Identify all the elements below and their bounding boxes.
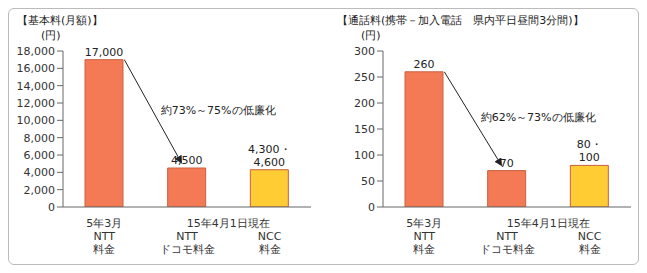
html-text:(円): (円): [41, 29, 61, 42]
svg-text:0: 0: [368, 201, 375, 214]
svg-text:4,600: 4,600: [254, 156, 286, 169]
svg-text:100: 100: [579, 151, 600, 164]
svg-text:8,000: 8,000: [24, 132, 56, 145]
svg-text:料金: 料金: [93, 243, 115, 256]
svg-text:14,000: 14,000: [17, 80, 56, 93]
svg-text:50: 50: [361, 175, 375, 188]
svg-text:250: 250: [354, 71, 375, 84]
svg-text:料金: 料金: [579, 243, 601, 256]
html-text:約73%～75%の低廉化: 約73%～75%の低廉化: [160, 103, 276, 117]
svg-text:ドコモ料金: ドコモ料金: [160, 243, 215, 256]
svg-text:4,500: 4,500: [171, 154, 203, 167]
svg-text:5年3月: 5年3月: [406, 217, 442, 230]
svg-text:100: 100: [354, 149, 375, 162]
svg-text:NTT: NTT: [414, 230, 436, 243]
svg-text:5年3月: 5年3月: [86, 217, 122, 230]
svg-text:NTT: NTT: [176, 230, 198, 243]
html-text:【通話料(携帯－加入電話 県内平日昼間3分間)】: 【通話料(携帯－加入電話 県内平日昼間3分間)】: [337, 14, 584, 27]
html-text:【基本料(月額)】: 【基本料(月額)】: [17, 14, 103, 27]
svg-text:18,000: 18,000: [17, 45, 56, 58]
svg-text:NCC: NCC: [258, 230, 282, 243]
html-text:(円): (円): [361, 29, 381, 42]
svg-text:16,000: 16,000: [17, 62, 56, 75]
svg-text:NTT: NTT: [496, 230, 518, 243]
svg-text:12,000: 12,000: [17, 97, 56, 110]
html-text:約62%～73%の低廉化: 約62%～73%の低廉化: [480, 111, 596, 125]
svg-text:15年4月1日現在: 15年4月1日現在: [187, 217, 270, 230]
svg-text:6,000: 6,000: [24, 149, 56, 162]
svg-text:NTT: NTT: [94, 230, 116, 243]
svg-text:0: 0: [48, 201, 55, 214]
svg-text:4,300・: 4,300・: [248, 143, 291, 156]
svg-text:200: 200: [354, 97, 375, 110]
svg-text:4,000: 4,000: [24, 166, 56, 179]
svg-text:260: 260: [414, 58, 435, 71]
svg-text:ドコモ料金: ドコモ料金: [480, 243, 535, 256]
svg-text:300: 300: [354, 45, 375, 58]
svg-text:15年4月1日現在: 15年4月1日現在: [507, 217, 590, 230]
svg-text:70: 70: [500, 157, 514, 170]
svg-text:2,000: 2,000: [24, 184, 56, 197]
svg-text:150: 150: [354, 123, 375, 136]
svg-text:17,000: 17,000: [85, 46, 124, 59]
svg-text:料金: 料金: [413, 243, 435, 256]
svg-text:料金: 料金: [259, 243, 281, 256]
svg-text:10,000: 10,000: [17, 114, 56, 127]
svg-text:NCC: NCC: [578, 230, 602, 243]
svg-text:80・: 80・: [577, 138, 602, 151]
